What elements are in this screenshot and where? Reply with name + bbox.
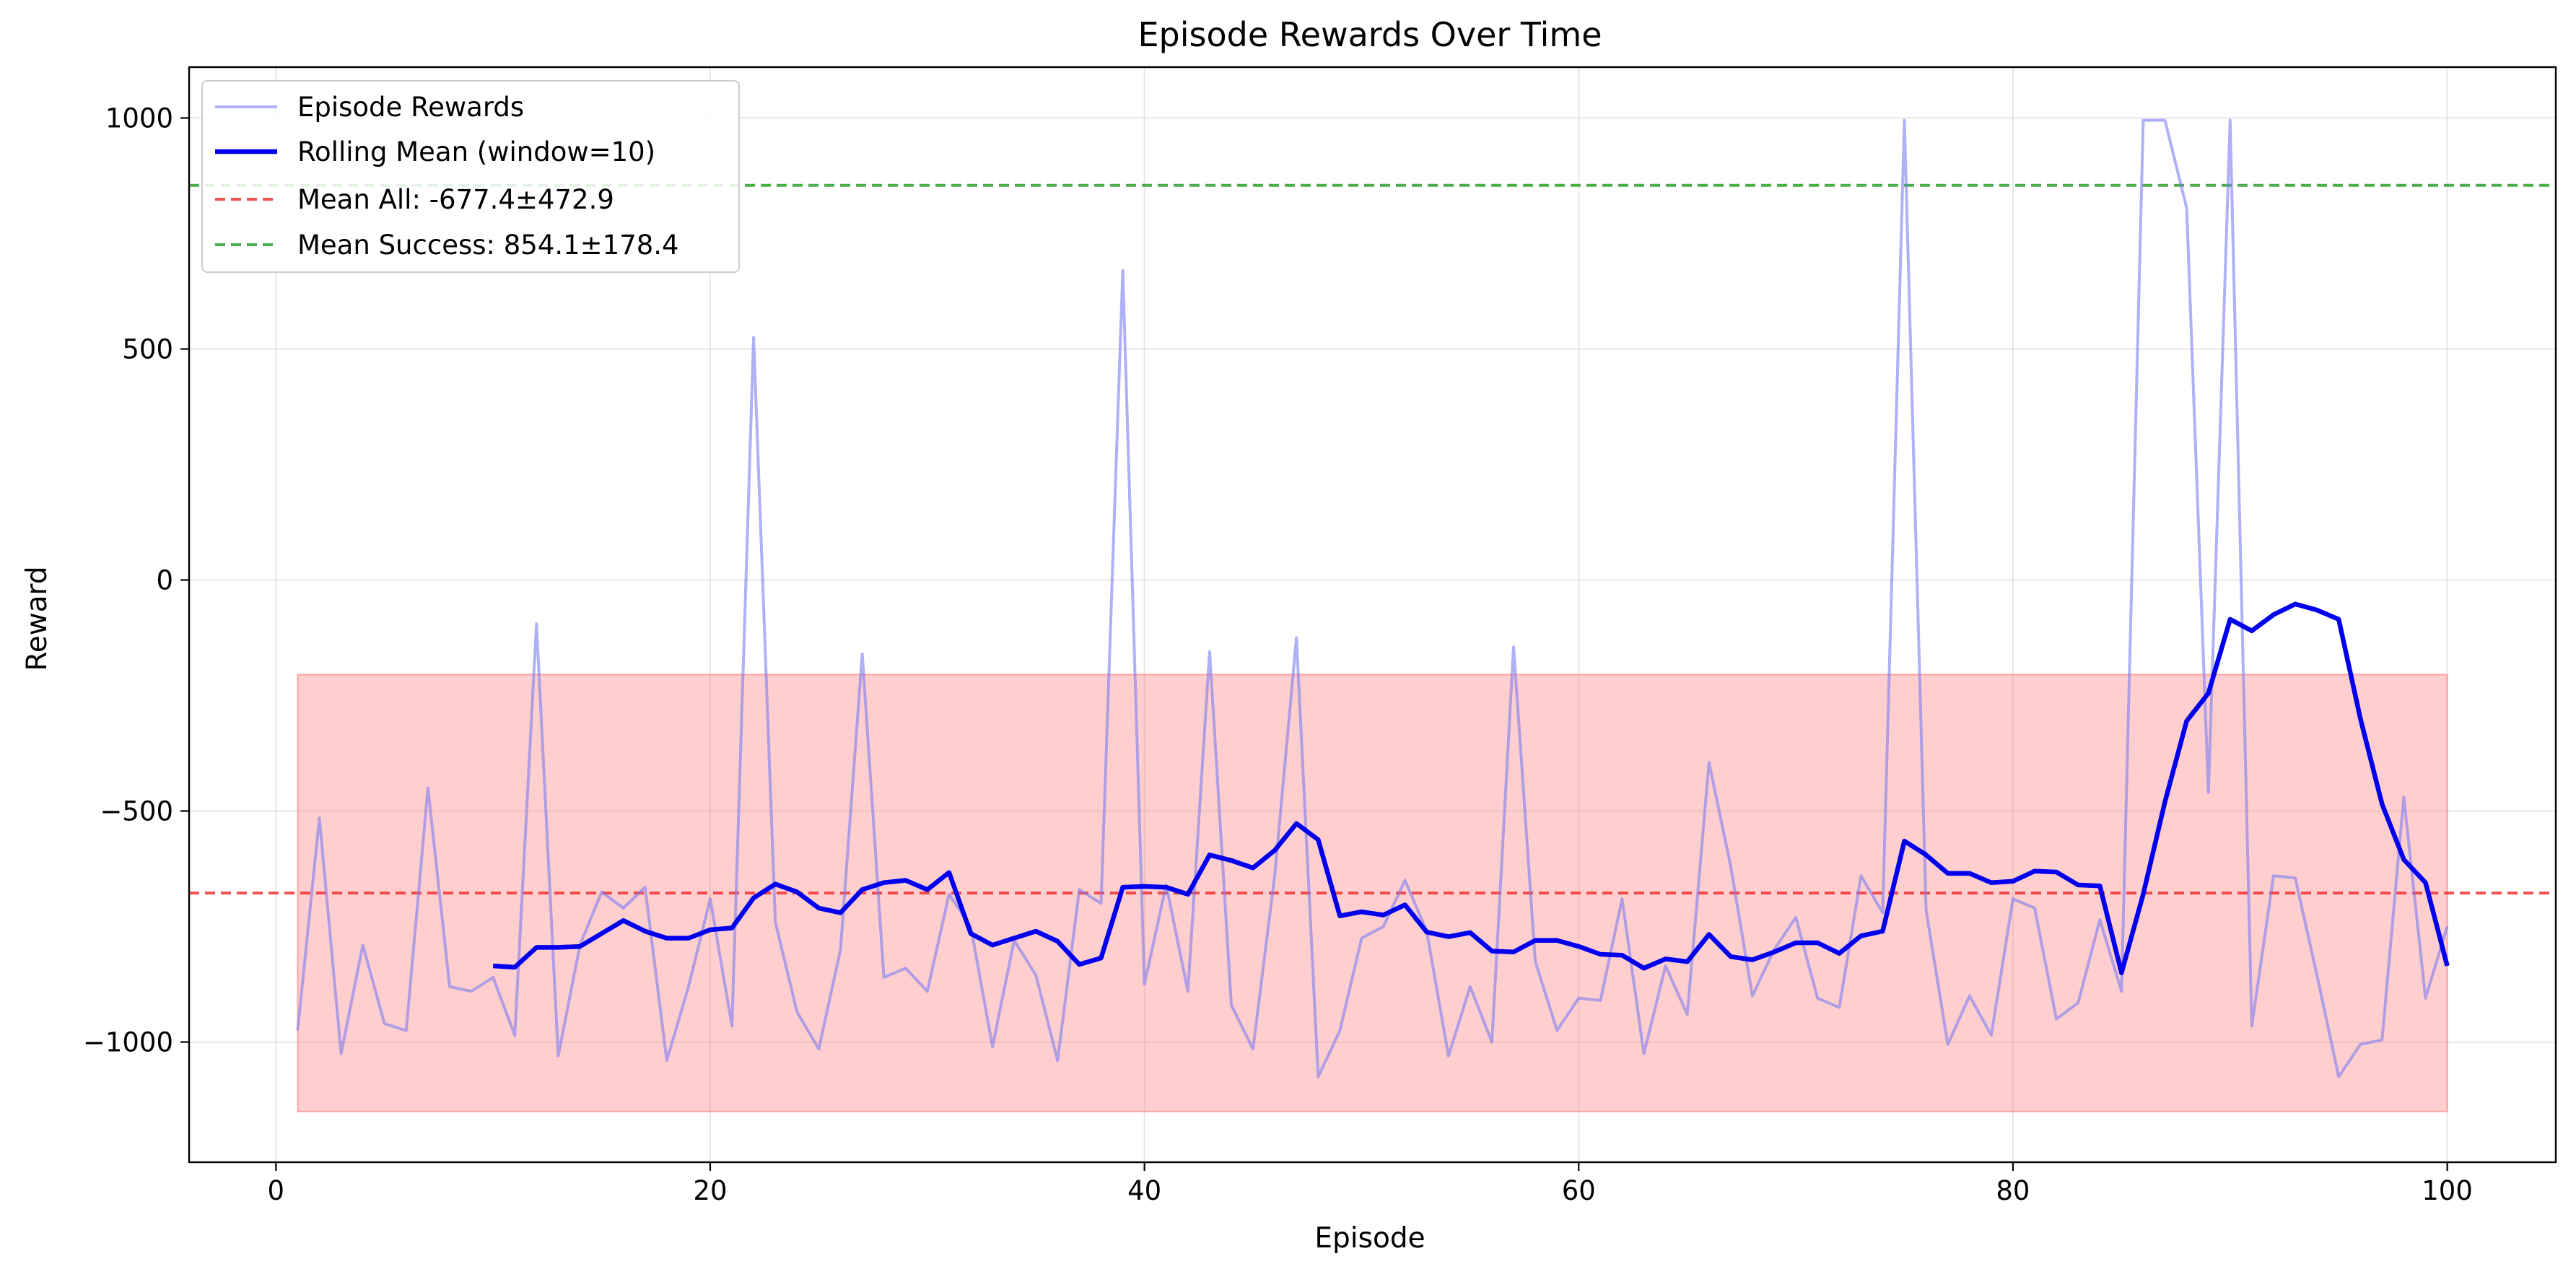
plot-frame <box>188 66 2557 1164</box>
legend-label-rolling-mean: Rolling Mean (window=10) <box>297 136 655 167</box>
y-axis-label: Reward <box>21 566 53 671</box>
x-tick-label: 80 <box>1996 1175 2030 1206</box>
legend: Episode Rewards Rolling Mean (window=10)… <box>201 80 740 273</box>
legend-label-mean-all: Mean All: -677.4±472.9 <box>297 184 614 215</box>
episode-rewards-line <box>296 118 2449 1078</box>
legend-box <box>201 80 740 273</box>
axis-ticks: 0 20 40 60 80 100 −1000 −500 0 500 1000 <box>83 103 2473 1206</box>
y-tick-label: 500 <box>122 334 173 365</box>
x-tick-label: 100 <box>2422 1175 2473 1206</box>
y-tick-label: −500 <box>100 796 173 827</box>
chart-title: Episode Rewards Over Time <box>1138 15 1602 54</box>
x-tick-label: 20 <box>693 1175 727 1206</box>
y-tick-label: 0 <box>156 565 173 596</box>
x-tick-label: 40 <box>1127 1175 1161 1206</box>
y-tick-label: −1000 <box>83 1027 173 1058</box>
legend-label-mean-success: Mean Success: 854.1±178.4 <box>297 230 679 261</box>
y-tick-label: 1000 <box>105 103 173 134</box>
x-tick-label: 60 <box>1562 1175 1596 1206</box>
rolling-mean-line <box>492 601 2450 975</box>
grid <box>189 67 2556 1162</box>
series-lines <box>296 118 2450 1078</box>
x-axis-label: Episode <box>1314 1222 1425 1255</box>
reference-lines <box>189 183 2556 895</box>
legend-label-episode-rewards: Episode Rewards <box>297 92 524 123</box>
x-tick-label: 0 <box>268 1175 285 1206</box>
